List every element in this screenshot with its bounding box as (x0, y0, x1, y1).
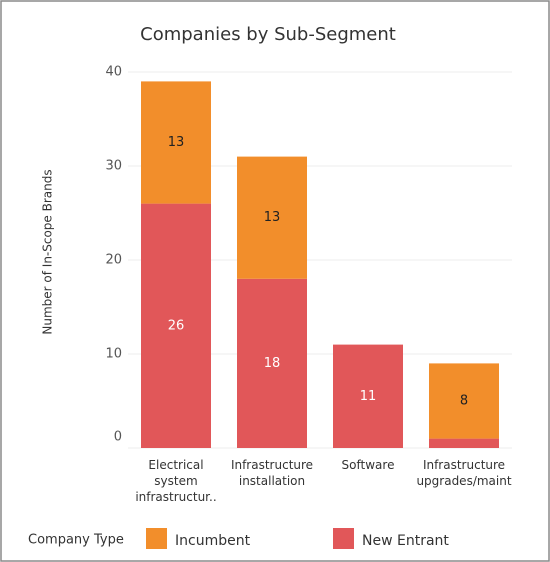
y-tick-label: 10 (105, 347, 122, 362)
bar-segment (141, 81, 211, 204)
legend-label: Incumbent (175, 533, 251, 549)
data-label: 18 (264, 356, 281, 371)
y-tick-label: 40 (105, 65, 122, 80)
data-label: 13 (168, 135, 185, 150)
x-tick-label: Electrical system infrastructur.. (135, 458, 216, 504)
bar-segment (333, 344, 403, 448)
bar-segment (237, 156, 307, 279)
y-tick-label: 0 (114, 430, 122, 445)
data-label: 26 (168, 318, 185, 333)
y-tick-label: 30 (105, 159, 122, 174)
legend-label: New Entrant (362, 533, 449, 549)
data-label: 13 (264, 210, 281, 225)
x-tick-label: Software (342, 458, 395, 472)
bar-segment (429, 438, 499, 448)
chart-title: Companies by Sub-Segment (140, 24, 396, 45)
legend-swatch (333, 528, 354, 549)
y-axis-label: Number of In-Scope Brands (41, 169, 55, 334)
legend-swatch (146, 528, 167, 549)
legend-title: Company Type (28, 533, 124, 548)
bar-segment (237, 278, 307, 448)
bar-segment (141, 203, 211, 448)
bar-segment (429, 363, 499, 439)
y-tick-label: 20 (105, 253, 122, 268)
data-label: 8 (460, 394, 468, 409)
data-label: 11 (360, 389, 377, 404)
x-tick-label: Infrastructure upgrades/maint (416, 458, 511, 488)
x-tick-label: Infrastructure installation (231, 458, 313, 488)
